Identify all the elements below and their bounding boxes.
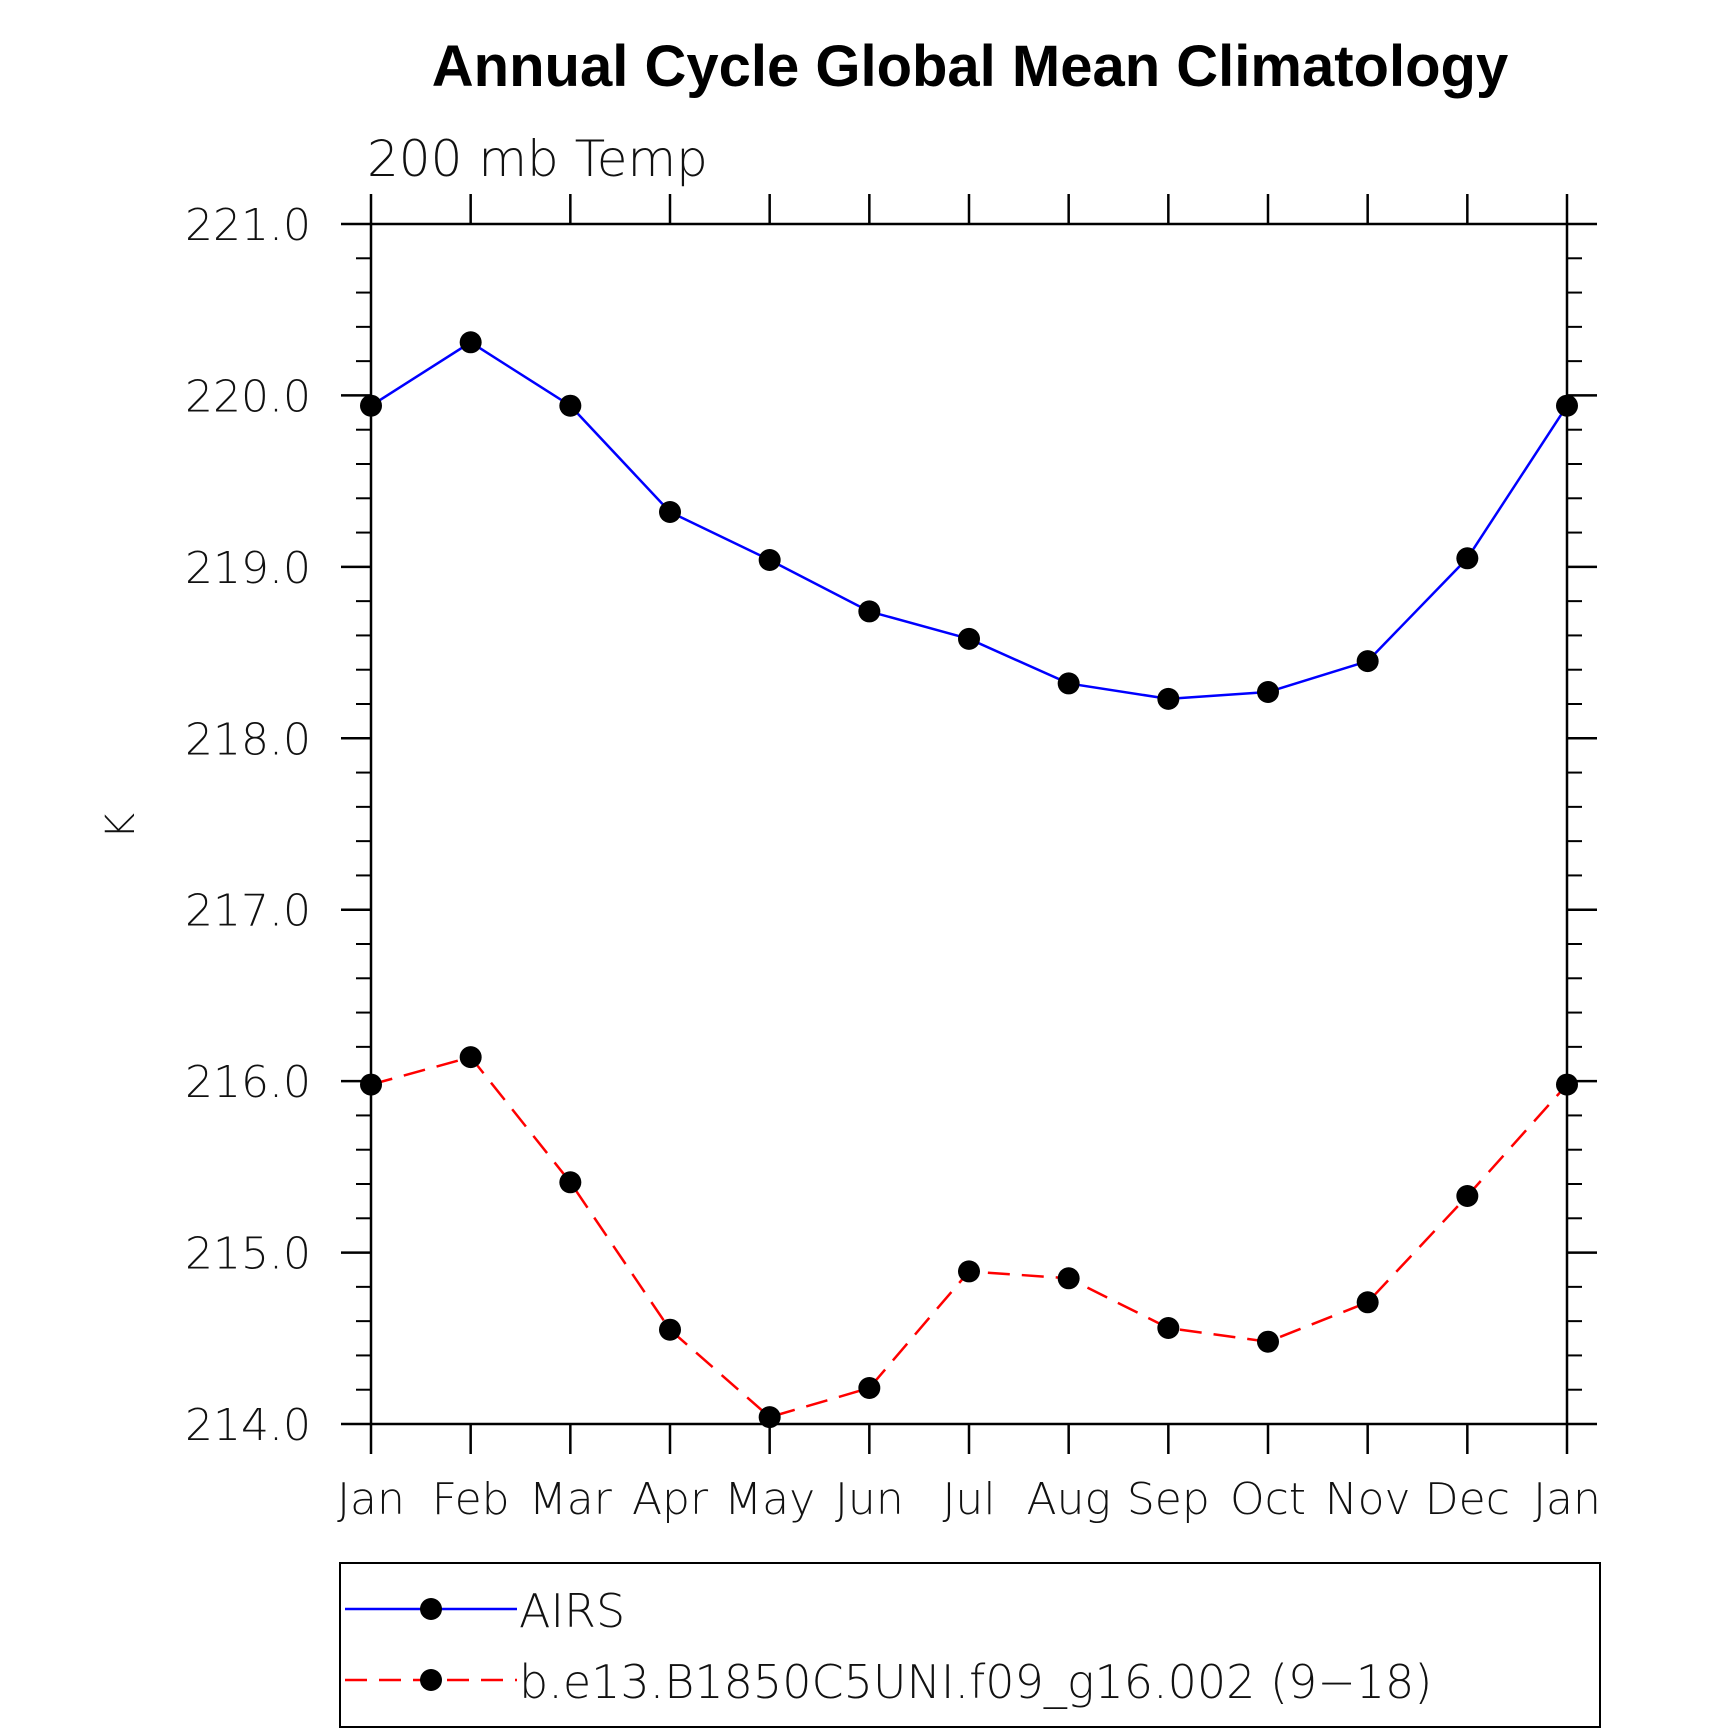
series-1-point xyxy=(958,1260,980,1283)
y-axis-label: K xyxy=(98,813,144,839)
legend: AIRS b.e13.B1850C5UNI.f09_g16.002 (9−18) xyxy=(339,1562,1601,1728)
series-0-point xyxy=(758,549,781,571)
x-tick-label: Mar xyxy=(529,1474,613,1525)
series-1-point xyxy=(1157,1317,1180,1339)
y-tick-label: 219.0 xyxy=(185,543,311,594)
y-tick-label: 216.0 xyxy=(185,1057,311,1108)
series-1-point xyxy=(1356,1291,1379,1314)
legend-label-airs: AIRS xyxy=(519,1584,625,1638)
legend-marker-model xyxy=(420,1669,442,1691)
series-1-point xyxy=(459,1046,482,1069)
x-tick-label: Nov xyxy=(1325,1474,1411,1525)
x-tick-label: Aug xyxy=(1026,1474,1110,1525)
series-0-point xyxy=(559,394,582,417)
y-tick-label: 217.0 xyxy=(185,886,311,937)
x-tick-label: Jun xyxy=(835,1474,904,1525)
series-1-point xyxy=(1057,1267,1080,1290)
series-0-point xyxy=(1356,650,1379,673)
series-line-1 xyxy=(370,1055,1568,1419)
series-1-point xyxy=(858,1377,881,1399)
legend-marker-airs xyxy=(420,1598,442,1620)
x-tick-label: Feb xyxy=(432,1474,510,1525)
x-tick-label: Sep xyxy=(1127,1474,1210,1525)
series-1-point xyxy=(1456,1185,1479,1207)
series-0-point xyxy=(1057,672,1080,695)
x-tick-label: Jul xyxy=(942,1474,995,1525)
x-tick-label: Jan xyxy=(1533,1474,1601,1525)
axes: Jan Feb Mar Apr May Jun Jul Aug Sep Oct Nov Dec Jan 2… xyxy=(185,194,1601,1525)
x-tick-label: May xyxy=(724,1474,815,1525)
x-tick-label: Dec xyxy=(1425,1474,1510,1525)
legend-box xyxy=(339,1562,1601,1728)
series-0-point xyxy=(858,600,881,623)
chart-subtitle: 200 mb Temp xyxy=(367,130,708,188)
series-0-point xyxy=(1157,687,1180,710)
plot-frame xyxy=(369,222,1569,1426)
series-layer xyxy=(360,331,1578,1429)
series-0-point xyxy=(659,501,681,523)
x-tick-label: Oct xyxy=(1230,1474,1306,1525)
series-1-point xyxy=(659,1318,681,1341)
x-tick-label: Jan xyxy=(337,1474,405,1525)
y-tick-label: 215.0 xyxy=(185,1229,311,1280)
series-0-point xyxy=(1556,394,1578,417)
y-tick-label: 218.0 xyxy=(185,714,311,765)
series-0-point xyxy=(958,627,980,650)
series-1-point xyxy=(559,1171,582,1194)
series-1-point xyxy=(1257,1330,1279,1353)
legend-label-model: b.e13.B1850C5UNI.f09_g16.002 (9−18) xyxy=(519,1655,1432,1709)
y-tick-label: 214.0 xyxy=(185,1400,311,1451)
x-tick-label: Apr xyxy=(632,1474,709,1525)
chart-title: Annual Cycle Global Mean Climatology xyxy=(432,34,1508,99)
series-0-point xyxy=(1257,681,1279,703)
series-1-point xyxy=(360,1073,382,1096)
series-1-point xyxy=(758,1406,781,1429)
y-tick-label: 220.0 xyxy=(185,371,311,422)
series-0-point xyxy=(459,331,482,354)
series-0-point xyxy=(360,394,382,417)
series-0-point xyxy=(1456,547,1479,570)
y-tick-label: 221.0 xyxy=(185,200,311,251)
series-1-point xyxy=(1556,1073,1578,1096)
